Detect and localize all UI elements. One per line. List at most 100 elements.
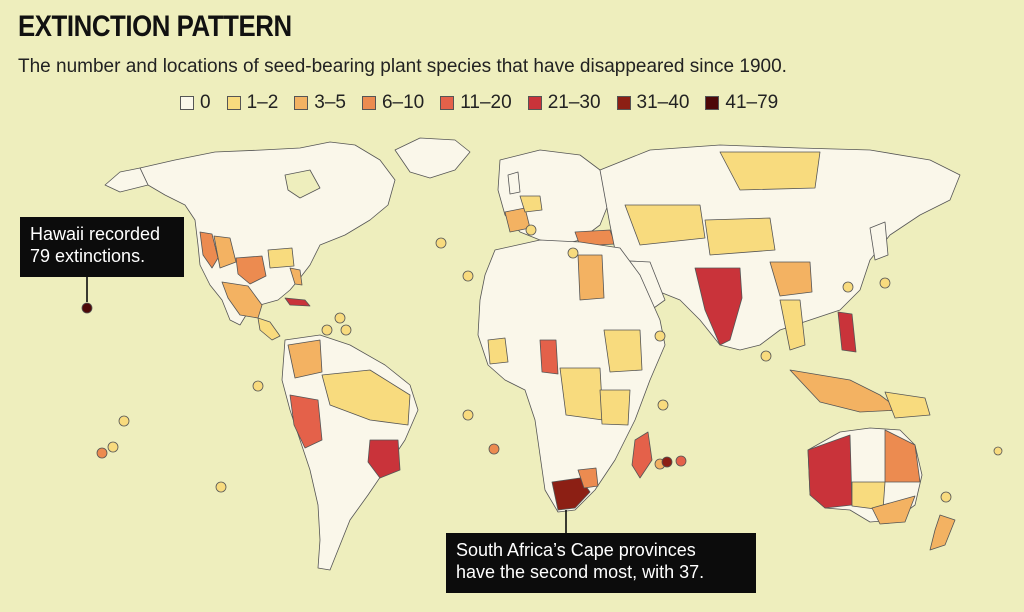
callout-line: 79 extinctions. [30, 246, 146, 266]
island-dot [96, 447, 108, 459]
legend-item: 31–40 [616, 92, 690, 114]
hawaii-dot [81, 302, 93, 314]
legend-label: 3–5 [314, 92, 346, 113]
legend-item: 21–30 [527, 92, 601, 114]
island-dot [567, 247, 579, 259]
western-australia [807, 434, 853, 509]
india [694, 267, 743, 346]
legend-swatch [440, 96, 455, 110]
greenland [394, 137, 471, 179]
china-west [704, 217, 776, 256]
legend-swatch [527, 96, 542, 110]
hudson-bay [284, 169, 321, 199]
island-dot [462, 409, 474, 421]
legend-swatch [180, 96, 194, 110]
southeast-asia [779, 299, 806, 351]
legend-item: 1–2 [226, 92, 279, 114]
island-dot [215, 481, 227, 493]
japan [869, 221, 889, 261]
nevada-arizona [213, 235, 237, 269]
philippines [837, 311, 857, 353]
legend-item: 0 [180, 92, 211, 114]
texas [235, 255, 267, 285]
island-dot [940, 491, 952, 503]
france [519, 195, 543, 213]
legend-label: 1–2 [246, 92, 279, 113]
queensland [884, 429, 921, 483]
cameroon [539, 339, 559, 375]
legend-label: 0 [200, 92, 211, 113]
map-title: EXTINCTION PATTERN [18, 10, 292, 43]
legend-label: 6–10 [381, 92, 425, 113]
south-africa-callout: South Africa’s Cape provinces have the s… [446, 533, 756, 593]
legend-item: 3–5 [294, 92, 346, 114]
east-africa [603, 329, 643, 373]
peru [289, 394, 323, 449]
central-asia [624, 204, 706, 246]
california [199, 231, 219, 269]
brazil-north [321, 369, 411, 426]
cape-provinces [551, 477, 591, 511]
island-dot [842, 281, 854, 293]
island-dot [321, 324, 333, 336]
map-subtitle: The number and locations of seed-bearing… [18, 56, 787, 77]
central-africa [559, 367, 604, 421]
legend-label: 31–40 [636, 92, 690, 113]
hawaii-callout: Hawaii recorded 79 extinctions. [20, 217, 184, 277]
alaska [104, 167, 149, 193]
island-dot [334, 312, 346, 324]
island-dot [462, 270, 474, 282]
uk [507, 171, 521, 195]
callout-line: South Africa’s Cape provinces [456, 540, 696, 560]
island-dot [657, 399, 669, 411]
land-masses [104, 137, 961, 571]
indonesia [789, 369, 901, 413]
legend-item: 41–79 [705, 92, 778, 114]
island-dot [675, 455, 687, 467]
island-dot [340, 324, 352, 336]
island-dots [81, 224, 1003, 503]
island-dot [435, 237, 447, 249]
legend-label: 41–79 [725, 92, 779, 113]
island-dot [118, 415, 130, 427]
island-dot [760, 350, 772, 362]
cuba [284, 297, 311, 307]
legend-swatch [361, 96, 376, 110]
legend-item: 6–10 [361, 92, 425, 114]
island-dot [993, 446, 1003, 456]
south-africa-east [577, 467, 599, 489]
callout-line: have the second most, with 37. [456, 562, 705, 582]
island-dot [661, 456, 673, 468]
island-dot [488, 443, 500, 455]
brazil-southeast [367, 439, 401, 479]
island-dot [654, 330, 666, 342]
legend-swatch [294, 96, 309, 110]
nsw-victoria [871, 495, 916, 525]
island-dot [879, 277, 891, 289]
florida [289, 267, 303, 286]
venezuela-colombia [287, 339, 323, 379]
madagascar [631, 431, 653, 479]
island-dot [525, 224, 537, 236]
legend-item: 11–20 [440, 92, 512, 114]
island-dot [252, 380, 264, 392]
west-africa [487, 337, 509, 365]
legend-swatch [226, 96, 241, 110]
legend-swatch [616, 96, 631, 110]
legend-swatch [705, 96, 720, 110]
legend: 0 1–2 3–5 6–10 11–20 21–30 31–40 41–79 [180, 92, 778, 114]
callout-pointers [86, 277, 567, 533]
callout-line: Hawaii recorded [30, 224, 161, 244]
central-america [257, 317, 281, 341]
legend-label: 21–30 [547, 92, 601, 113]
new-guinea [884, 391, 931, 419]
new-zealand [929, 514, 956, 551]
tanzania [599, 389, 631, 426]
island-dot [107, 441, 119, 453]
southeast-us [267, 247, 295, 269]
egypt [577, 254, 605, 301]
legend-label: 11–20 [460, 92, 512, 113]
china-south [769, 261, 813, 297]
siberia-north [719, 151, 821, 191]
